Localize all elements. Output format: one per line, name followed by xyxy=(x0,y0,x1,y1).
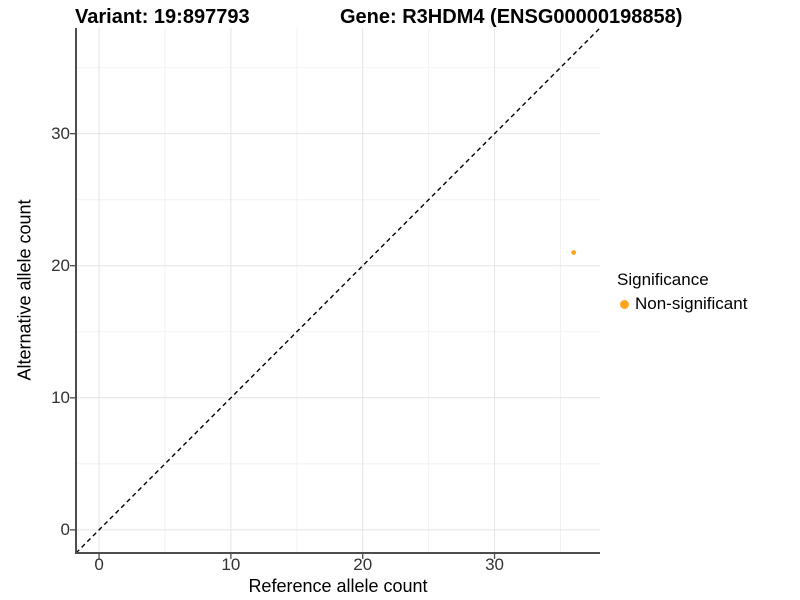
x-axis-title: Reference allele count xyxy=(248,576,428,596)
x-axis-tick-label: 0 xyxy=(94,555,104,574)
y-axis-title: Alternative allele count xyxy=(14,199,35,381)
y-axis-tick-label: 30 xyxy=(51,123,70,143)
y-axis-tick-label: 0 xyxy=(60,519,70,539)
x-axis-tick-label: 20 xyxy=(353,555,373,574)
legend-item-label: Non-significant xyxy=(635,294,748,313)
x-axis-tick-label: 30 xyxy=(485,555,504,574)
identity-reference-line xyxy=(75,27,601,554)
legend-item-non-significant: Non-significant xyxy=(617,294,747,314)
x-axis-tick-label: 10 xyxy=(221,555,241,574)
variant-title: Variant: 19:897793 xyxy=(75,6,250,28)
y-axis-tick-label: 20 xyxy=(51,255,70,275)
y-axis-tick-label: 10 xyxy=(51,387,70,407)
legend-point-icon xyxy=(620,299,629,309)
data-point xyxy=(571,250,577,255)
legend: Significance Non-significant xyxy=(617,270,747,314)
gene-title: Gene: R3HDM4 (ENSG00000198858) xyxy=(340,6,683,28)
legend-title: Significance xyxy=(617,270,709,289)
